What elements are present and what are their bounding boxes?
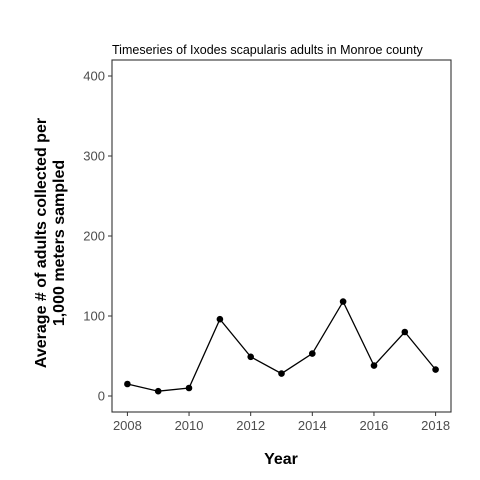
y-axis-title-line-2: 1,000 meters sampled [51, 160, 68, 326]
y-tick-label: 400 [83, 69, 105, 84]
data-point [401, 328, 409, 336]
chart-title: Timeseries of Ixodes scapularis adults i… [112, 43, 424, 57]
x-axis: 2008 2010 2012 2014 2016 2018 [113, 412, 450, 433]
plot-panel-border [111, 59, 452, 413]
y-tick-label: 100 [83, 309, 105, 324]
data-point [278, 370, 285, 377]
data-point [432, 366, 439, 373]
y-tick-label: 0 [98, 389, 105, 404]
data-points [124, 298, 439, 395]
y-tick-label: 300 [83, 149, 105, 164]
x-tick-label: 2012 [236, 418, 265, 433]
data-point [185, 384, 193, 392]
data-point [247, 353, 254, 361]
series-line [127, 300, 437, 392]
data-point [309, 350, 316, 357]
y-axis: 0 100 200 300 400 [83, 69, 112, 404]
x-tick-label: 2010 [175, 418, 204, 433]
x-tick-label: 2008 [113, 418, 142, 433]
y-axis-title-line-1: Average # of adults collected per [33, 118, 50, 368]
data-point [124, 380, 131, 388]
x-axis-title: Year [264, 451, 298, 468]
data-point [154, 387, 162, 395]
y-axis-title: Average # of adults collected per 1,000 … [33, 118, 68, 368]
data-point [339, 298, 347, 305]
y-tick-label: 200 [83, 229, 105, 244]
x-tick-label: 2018 [421, 418, 450, 433]
x-tick-label: 2016 [359, 418, 388, 433]
data-point [370, 362, 378, 369]
data-point [216, 315, 224, 323]
x-tick-label: 2014 [298, 418, 327, 433]
